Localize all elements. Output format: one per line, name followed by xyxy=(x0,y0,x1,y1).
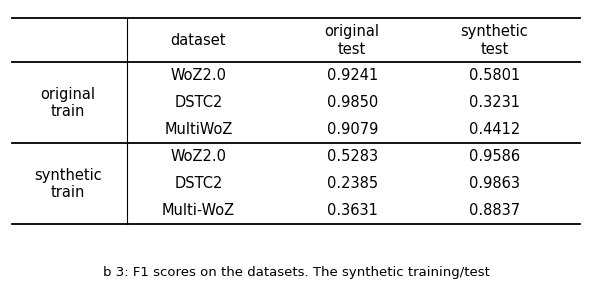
Text: synthetic
test: synthetic test xyxy=(461,24,528,57)
Text: original
train: original train xyxy=(41,87,95,119)
Text: 0.9586: 0.9586 xyxy=(469,149,520,164)
Text: 0.3231: 0.3231 xyxy=(469,95,520,110)
Text: 0.2385: 0.2385 xyxy=(327,176,378,191)
Text: 0.5283: 0.5283 xyxy=(327,149,378,164)
Text: 0.5801: 0.5801 xyxy=(469,68,520,83)
Text: Multi-WoZ: Multi-WoZ xyxy=(162,203,235,218)
Text: DSTC2: DSTC2 xyxy=(174,176,223,191)
Text: WoZ2.0: WoZ2.0 xyxy=(170,149,226,164)
Text: 0.3631: 0.3631 xyxy=(327,203,378,218)
Text: 0.9863: 0.9863 xyxy=(469,176,520,191)
Text: 0.8837: 0.8837 xyxy=(469,203,520,218)
Text: MultiWoZ: MultiWoZ xyxy=(164,122,233,137)
Text: dataset: dataset xyxy=(170,33,226,48)
Text: synthetic
train: synthetic train xyxy=(34,168,102,200)
Text: 0.9241: 0.9241 xyxy=(327,68,378,83)
Text: 0.4412: 0.4412 xyxy=(469,122,520,137)
Text: DSTC2: DSTC2 xyxy=(174,95,223,110)
Text: 0.9079: 0.9079 xyxy=(327,122,378,137)
Text: 0.9850: 0.9850 xyxy=(327,95,378,110)
Text: WoZ2.0: WoZ2.0 xyxy=(170,68,226,83)
Text: b 3: F1 scores on the datasets. The synthetic training/test: b 3: F1 scores on the datasets. The synt… xyxy=(102,266,490,279)
Text: original
test: original test xyxy=(325,24,379,57)
